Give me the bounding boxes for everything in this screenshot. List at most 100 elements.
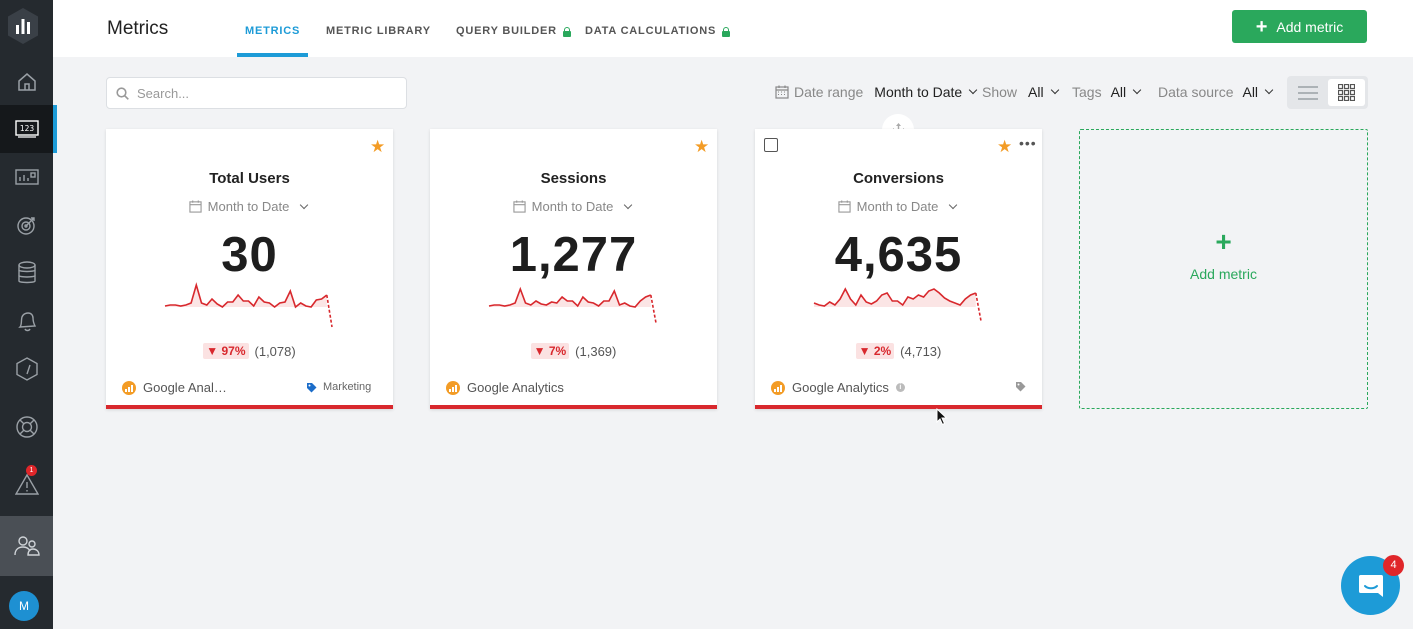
database-icon [17, 261, 36, 284]
plus-icon: + [1255, 15, 1268, 38]
home-icon [17, 73, 36, 91]
tab-metric-library[interactable]: METRIC LIBRARY [326, 25, 431, 37]
top-header: Metrics METRICS METRIC LIBRARY QUERY BUI… [53, 0, 1413, 57]
data-source: Google Anal… [122, 380, 227, 395]
sidebar-item-goals[interactable] [0, 201, 53, 249]
add-metric-card[interactable]: + Add metric [1079, 129, 1368, 409]
sidebar-item-notifications[interactable]: 1 [0, 461, 53, 509]
data-source: Google Analytics [446, 380, 564, 395]
add-metric-card-label: Add metric [1190, 266, 1257, 282]
view-toggle [1287, 76, 1368, 109]
change-badge: ▼ 97% [203, 343, 249, 359]
search-icon [116, 86, 129, 100]
sparkline-area [814, 289, 976, 307]
sparkline-projection [975, 292, 982, 322]
data-source-value: All [1242, 84, 1259, 100]
add-metric-button[interactable]: + Add metric [1232, 10, 1367, 43]
chevron-down-icon [949, 200, 958, 209]
previous-value: (1,369) [575, 343, 617, 359]
card-date-range[interactable]: Month to Date [106, 199, 393, 214]
sparkline-projection [326, 294, 333, 328]
search-input[interactable] [137, 85, 387, 101]
plus-icon: + [1215, 226, 1232, 257]
card-tag[interactable]: Marketing [306, 381, 371, 393]
bell-icon [17, 312, 36, 332]
date-range-filter[interactable]: Date range Month to Date [775, 84, 979, 100]
data-source-label: Data source [1158, 84, 1234, 100]
sparkline [488, 286, 657, 324]
sparkline-series [164, 282, 328, 309]
metric-card-total-users[interactable]: ★ Total Users Month to Date 30 ▼ 97% (1,… [106, 129, 393, 409]
change-badge: ▼ 7% [530, 343, 570, 359]
sidebar-item-dashboards[interactable] [0, 153, 53, 201]
sparkline [813, 287, 982, 322]
star-icon[interactable]: ★ [694, 137, 710, 156]
metric-value: 30 [221, 228, 278, 282]
sidebar-item-home[interactable] [0, 58, 53, 106]
metric-title: Total Users [209, 170, 290, 187]
star-icon[interactable]: ★ [997, 137, 1013, 156]
tag-icon [307, 382, 317, 392]
sidebar-item-alerts[interactable] [0, 297, 53, 345]
user-avatar[interactable]: M [9, 591, 39, 621]
sidebar-item-metrics[interactable]: 123 [0, 105, 57, 153]
previous-value: (1,078) [254, 343, 296, 359]
lock-icon [562, 26, 571, 37]
chevron-down-icon [624, 200, 633, 209]
card-tag[interactable] [1015, 381, 1026, 392]
metric-card-conversions[interactable]: ★ ••• Conversions Month to Date 4,635 ▼ … [755, 129, 1042, 409]
list-view-button[interactable] [1291, 79, 1325, 106]
warning-icon [14, 473, 39, 495]
chevron-down-icon [968, 85, 978, 95]
lifebuoy-icon [15, 416, 38, 438]
metric-value: 4,635 [834, 228, 963, 282]
data-source-filter[interactable]: Data source All [1158, 84, 1275, 100]
previous-value: (4,713) [900, 343, 942, 359]
tag-icon [1016, 382, 1026, 392]
tags-label: Tags [1072, 84, 1102, 100]
tags-filter[interactable]: Tags All [1072, 84, 1143, 100]
metric-card-sessions[interactable]: ★ Sessions Month to Date 1,277 ▼ 7% (1,3… [430, 129, 717, 409]
sparkline-projection [650, 294, 657, 324]
calendar-icon [838, 200, 851, 213]
sidebar-item-support[interactable] [0, 403, 53, 451]
metric-value: 1,277 [509, 228, 638, 282]
change-row: ▼ 2% (4,713) [755, 343, 1042, 359]
tab-query-builder[interactable]: QUERY BUILDER [456, 25, 571, 37]
grid-view-button[interactable] [1328, 79, 1365, 106]
sparkline [164, 282, 333, 328]
change-row: ▼ 7% (1,369) [430, 343, 717, 359]
tab-data-calculations[interactable]: DATA CALCULATIONS [585, 25, 731, 37]
tab-metrics[interactable]: METRICS [245, 25, 301, 37]
metric-title: Conversions [853, 170, 944, 187]
sidebar-item-data-sources[interactable] [0, 249, 53, 297]
show-label: Show [982, 84, 1018, 100]
card-date-range[interactable]: Month to Date [755, 199, 1042, 214]
date-range-label: Date range [794, 84, 864, 100]
chat-icon [1358, 574, 1383, 597]
chevron-down-icon [1132, 85, 1142, 95]
metrics-123-icon: 123 [14, 120, 39, 138]
chevron-down-icon [1050, 85, 1059, 95]
sidebar-item-performance[interactable] [0, 345, 53, 393]
change-badge: ▼ 2% [855, 343, 895, 359]
sidebar: 123 1 M [0, 0, 57, 629]
sidebar-item-users[interactable] [0, 516, 53, 576]
show-filter[interactable]: Show All [982, 84, 1061, 100]
show-value: All [1028, 84, 1044, 100]
chevron-down-icon [300, 200, 309, 209]
more-options-icon[interactable]: ••• [1019, 135, 1037, 151]
star-icon[interactable]: ★ [370, 137, 386, 156]
sparkline-series [813, 287, 977, 307]
google-analytics-icon [771, 380, 785, 395]
select-checkbox[interactable] [764, 138, 778, 152]
card-date-range[interactable]: Month to Date [430, 199, 717, 214]
dashboard-icon [14, 169, 39, 185]
metric-title: Sessions [540, 170, 607, 187]
info-icon[interactable]: i [895, 383, 905, 392]
app-logo-icon[interactable] [8, 8, 38, 44]
date-range-value: Month to Date [874, 84, 963, 100]
sparkline-area [165, 285, 327, 307]
notification-badge: 1 [26, 465, 37, 476]
page-title: Metrics [107, 18, 169, 39]
